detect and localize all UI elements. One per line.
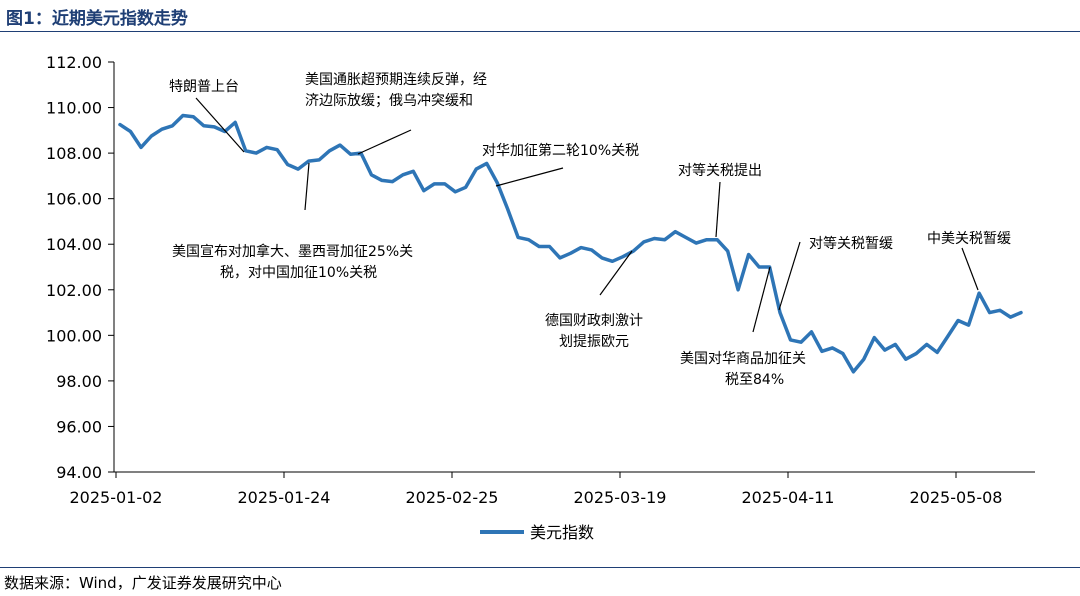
y-tick-label: 96.00 [56,417,102,436]
y-tick-group: 94.00 96.00 98.00 100.00 102.00 104.00 106.00 1… [46,53,114,482]
source-note: 数据来源：Wind，广发证券发展研究中心 [4,574,282,592]
annotation-leader [357,129,412,155]
title-rule [0,31,1080,32]
x-tick-label: 2025-01-02 [70,488,163,507]
y-tick-label: 110.00 [46,99,102,118]
x-tick-label: 2025-05-08 [910,488,1003,507]
annotation-leader [778,241,801,311]
annotation-line: 美国通胀超预期连续反弹，经 [305,71,487,88]
y-tick-label: 106.00 [46,190,102,209]
annotation-group: 特朗普上台 美国通胀超预期连续反弹，经 济边际放缓；俄乌冲突缓和 美国宣布对加拿… [169,71,1011,388]
annotation-us-inflation: 美国通胀超预期连续反弹，经 济边际放缓；俄乌冲突缓和 [305,71,491,109]
annotation-leader [195,97,245,153]
y-tick-label: 104.00 [46,235,102,254]
y-tick-label: 112.00 [46,53,102,72]
x-tick-group: 2025-01-02 2025-01-24 2025-02-25 2025-03-19… [70,472,1003,507]
annotation-us-tariff-84: 美国对华商品加征关 税至84% [680,351,810,388]
annotation-tariff-canada-mexico: 美国宣布对加拿大、墨西哥加征25%关 税，对中国加征10%关税 [172,243,418,281]
annotation-us-china-tariff-paused: 中美关税暂缓 [927,231,1011,247]
source-rule [0,567,1080,568]
annotation-leader [495,167,564,187]
annotation-leader [304,162,310,211]
x-tick-label: 2025-03-19 [574,488,667,507]
annotation-line: 济边际放缓；俄乌冲突缓和 [305,93,473,109]
y-tick-label: 102.00 [46,281,102,300]
series-line-usd-index [118,113,1023,374]
annotation-line: 美国宣布对加拿大、墨西哥加征25%关 [172,243,413,260]
annotation-reciprocal-tariff-proposed: 对等关税提出 [678,162,762,179]
x-tick-label: 2025-02-25 [406,488,499,507]
y-tick-label: 94.00 [56,463,102,482]
line-chart: 94.00 96.00 98.00 100.00 102.00 104.00 106.00 1… [46,53,1035,542]
annotation-leader [715,181,721,238]
annotation-leader [599,250,633,296]
annotation-line: 税至84% [725,372,784,388]
annotation-trump-inauguration: 特朗普上台 [169,79,239,95]
y-tick-label: 108.00 [46,144,102,163]
annotation-line: 税，对中国加征10%关税 [220,265,377,281]
figure-title: 图1：近期美元指数走势 [6,9,188,29]
annotation-line: 划提振欧元 [559,334,629,350]
x-tick-label: 2025-04-11 [742,488,835,507]
y-tick-label: 100.00 [46,326,102,345]
annotation-leader [961,247,979,291]
x-tick-label: 2025-01-24 [238,488,331,507]
annotation-line: 德国财政刺激计 [545,312,643,329]
annotation-line: 美国对华商品加征关 [680,351,806,367]
annotation-second-tariff: 对华加征第二轮10%关税 [482,142,639,159]
y-tick-label: 98.00 [56,372,102,391]
legend: 美元指数 [480,523,594,542]
annotation-leader [752,266,771,333]
annotation-reciprocal-tariff-paused: 对等关税暂缓 [809,235,893,252]
legend-label: 美元指数 [530,523,594,542]
annotation-germany-fiscal: 德国财政刺激计 划提振欧元 [545,312,647,350]
